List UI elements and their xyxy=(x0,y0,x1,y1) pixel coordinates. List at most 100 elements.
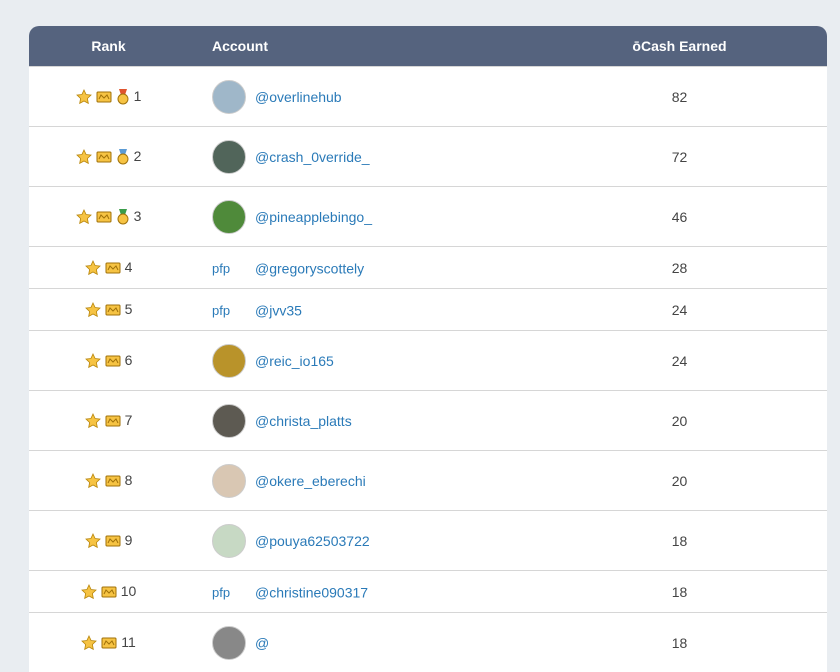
crown-icon xyxy=(105,414,121,428)
earned-cell: 82 xyxy=(532,67,827,127)
account-cell: @christa_platts xyxy=(188,391,532,451)
avatar xyxy=(212,200,246,234)
row: 4 pfp @gregoryscottely 28 xyxy=(29,247,827,289)
rank-number: 10 xyxy=(121,583,137,599)
table-head: Rank Account ōCash Earned xyxy=(29,26,827,67)
earned-cell: 28 xyxy=(532,247,827,289)
rank-number: 3 xyxy=(134,208,142,224)
rank-number: 2 xyxy=(134,148,142,164)
crown-icon xyxy=(96,150,112,164)
rank-number: 7 xyxy=(125,412,133,428)
crown-icon xyxy=(96,210,112,224)
earned-cell: 20 xyxy=(532,391,827,451)
avatar xyxy=(212,344,246,378)
avatar xyxy=(212,404,246,438)
body: Rank Account ōCash Earned 1 @overlinehub 8… xyxy=(0,0,840,621)
rank-number: 11 xyxy=(121,634,136,650)
account-link[interactable]: @reic_io165 xyxy=(255,353,334,369)
table: Rank Account ōCash Earned 1 @overlinehub 8… xyxy=(29,26,827,672)
page: {"table": { "headers": ["Rank", "Account… xyxy=(0,0,840,621)
avatar xyxy=(212,80,246,114)
avatar xyxy=(212,464,246,498)
account-cell: @overlinehub xyxy=(188,67,532,127)
star-icon xyxy=(85,302,101,318)
crown-icon xyxy=(101,585,117,599)
account-link[interactable]: @christine090317 xyxy=(255,584,368,600)
rank-cell: 6 xyxy=(29,331,188,391)
rank-cell: 1 xyxy=(29,67,188,127)
account-cell: @ xyxy=(188,613,532,672)
earned-cell: 24 xyxy=(532,331,827,391)
account-link[interactable]: @pineapplebingo_ xyxy=(255,209,372,225)
crown-icon xyxy=(96,90,112,104)
account-link[interactable]: @gregoryscottely xyxy=(255,260,364,276)
header-row: Rank Account ōCash Earned xyxy=(29,26,827,67)
rank-cell: 10 xyxy=(29,571,188,613)
earned-cell: 18 xyxy=(532,511,827,571)
avatar xyxy=(212,524,246,558)
account-cell: @pouya62503722 xyxy=(188,511,532,571)
rank-cell: 9 xyxy=(29,511,188,571)
earned-cell: 24 xyxy=(532,289,827,331)
account-cell: @crash_0verride_ xyxy=(188,127,532,187)
row: 3@pineapplebingo_46 xyxy=(29,187,827,247)
medal-icon xyxy=(116,149,130,165)
star-icon xyxy=(76,209,92,225)
rank-cell: 4 xyxy=(29,247,188,289)
avatar xyxy=(212,626,246,660)
rank-number: 6 xyxy=(125,352,133,368)
account-cell: @reic_io165 xyxy=(188,331,532,391)
avatar-alt-text: pfp xyxy=(212,585,246,600)
star-icon xyxy=(85,260,101,276)
account-cell: @okere_eberechi xyxy=(188,451,532,511)
avatar-alt-text: pfp xyxy=(212,261,246,276)
account-cell: pfp @jvv35 xyxy=(188,289,532,331)
avatar xyxy=(212,140,246,174)
crown-icon xyxy=(105,534,121,548)
header-cell: ōCash Earned xyxy=(532,26,827,67)
account-link[interactable]: @overlinehub xyxy=(255,89,342,105)
row: 7 @christa_platts 20 xyxy=(29,391,827,451)
medal-icon xyxy=(116,209,130,225)
account-link[interactable]: @okere_eberechi xyxy=(255,473,366,489)
avatar-alt-text: pfp xyxy=(212,303,246,318)
star-icon xyxy=(85,413,101,429)
crown-icon xyxy=(105,303,121,317)
account-link[interactable]: @crash_0verride_ xyxy=(255,149,370,165)
account-link[interactable]: @ xyxy=(255,635,269,651)
rank-number: 4 xyxy=(125,259,133,275)
star-icon xyxy=(85,533,101,549)
account-cell: @pineapplebingo_ xyxy=(188,187,532,247)
star-icon xyxy=(85,473,101,489)
rank-number: 9 xyxy=(125,532,133,548)
header-cell: Rank xyxy=(29,26,188,67)
row: 6 @reic_io165 24 xyxy=(29,331,827,391)
crown-icon xyxy=(105,261,121,275)
account-link[interactable]: @jvv35 xyxy=(255,302,302,318)
header-cell: Account xyxy=(188,26,532,67)
rank-cell: 8 xyxy=(29,451,188,511)
star-icon xyxy=(81,635,97,651)
star-icon xyxy=(81,584,97,600)
crown-icon xyxy=(101,636,117,650)
rank-cell: 2 xyxy=(29,127,188,187)
rank-number: 1 xyxy=(134,88,142,104)
crown-icon xyxy=(105,354,121,368)
rank-cell: 3 xyxy=(29,187,188,247)
row: 1 @overlinehub 82 xyxy=(29,67,827,127)
star-icon xyxy=(76,89,92,105)
account-cell: pfp @christine090317 xyxy=(188,571,532,613)
account-link[interactable]: @pouya62503722 xyxy=(255,533,370,549)
earned-cell: 18 xyxy=(532,613,827,672)
leaderboard: Rank Account ōCash Earned 1 @overlinehub 8… xyxy=(29,26,827,672)
row: 11 @18 xyxy=(29,613,827,672)
account-link[interactable]: @christa_platts xyxy=(255,413,352,429)
rank-number: 5 xyxy=(125,301,133,317)
crown-icon xyxy=(105,474,121,488)
rank-cell: 7 xyxy=(29,391,188,451)
row: 2@crash_0verride_72 xyxy=(29,127,827,187)
rank-number: 8 xyxy=(125,472,133,488)
